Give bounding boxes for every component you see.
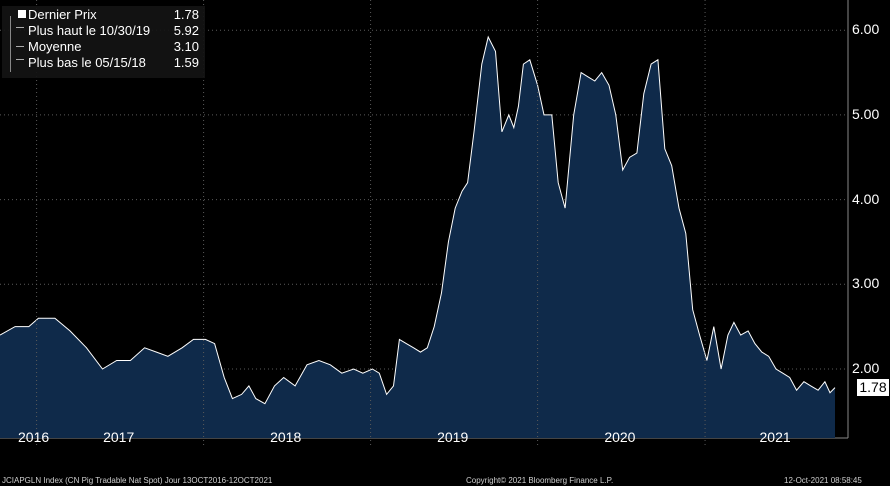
y-tick-label: 4.00 xyxy=(852,190,880,207)
x-tick-label: 2019 xyxy=(437,429,469,445)
legend-value: 5.92 xyxy=(173,23,199,38)
legend-label: Dernier Prix xyxy=(28,7,97,22)
square-icon xyxy=(18,10,26,18)
legend-label: Moyenne xyxy=(28,39,82,54)
x-tick-label: 2021 xyxy=(759,429,791,445)
legend-label: Plus haut le 10/30/19 xyxy=(28,23,151,38)
legend-item-average: Moyenne 3.10 xyxy=(2,38,205,54)
y-tick-label: 5.00 xyxy=(852,105,880,122)
legend-box: Dernier Prix 1.78 Plus haut le 10/30/19 … xyxy=(2,6,205,78)
low-marker-icon xyxy=(16,59,24,60)
x-tick-label: 2017 xyxy=(103,429,135,445)
footer-copyright: Copyright© 2021 Bloomberg Finance L.P. xyxy=(466,476,614,485)
x-tick-label: 2020 xyxy=(604,429,636,445)
footer-timestamp: 12-Oct-2021 08:58:45 xyxy=(784,476,862,485)
last-price-tag: 1.78 xyxy=(857,379,889,396)
average-marker-icon xyxy=(16,46,24,47)
y-tick-label: 2.00 xyxy=(852,360,880,376)
y-tick-label: 6.00 xyxy=(852,21,880,38)
footer-index-description: JCIAPGLN Index (CN Pig Tradable Nat Spot… xyxy=(2,476,273,485)
x-tick-label: 2016 xyxy=(18,429,50,445)
legend-item-low: Plus bas le 05/15/18 1.59 xyxy=(2,54,205,70)
y-tick-label: 3.00 xyxy=(852,275,880,292)
legend-value: 3.10 xyxy=(173,39,199,54)
legend-label: Plus bas le 05/15/18 xyxy=(28,55,146,70)
legend-value: 1.59 xyxy=(173,55,199,70)
legend-item-high: Plus haut le 10/30/19 5.92 xyxy=(2,22,205,38)
year-dividers xyxy=(36,0,706,448)
legend-item-last-price: Dernier Prix 1.78 xyxy=(2,6,205,22)
price-series-line xyxy=(0,35,836,405)
legend-bracket xyxy=(10,16,14,72)
x-tick-label: 2018 xyxy=(270,429,302,445)
high-marker-icon xyxy=(16,27,24,28)
legend-value: 1.78 xyxy=(173,7,199,22)
price-area-fill xyxy=(0,37,835,438)
